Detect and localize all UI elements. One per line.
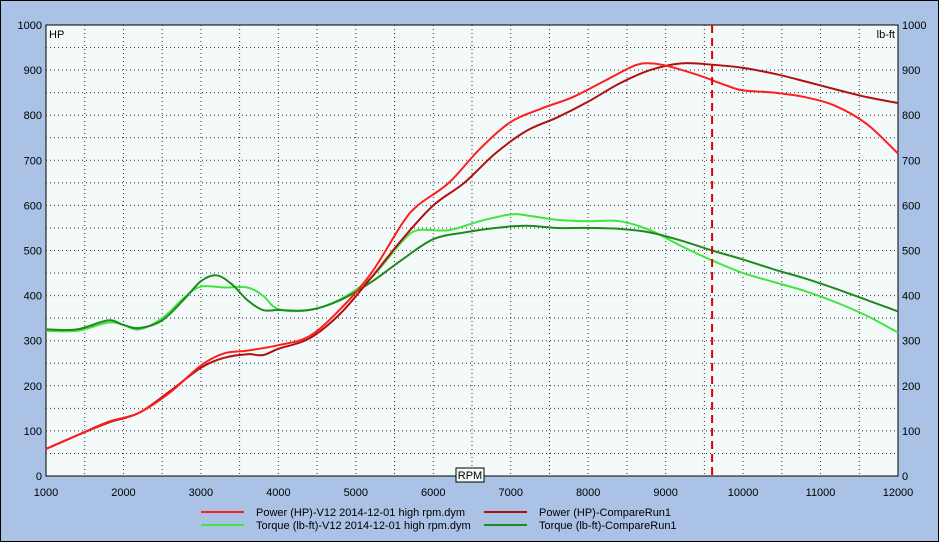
left-tick-label: 0 — [36, 471, 42, 483]
right-tick-label: 100 — [902, 426, 920, 438]
left-tick-label: 800 — [24, 110, 42, 122]
right-tick-label: 900 — [902, 65, 920, 77]
right-tick-label: 800 — [902, 110, 920, 122]
legend: Power (HP)-V12 2014-12-01 high rpm.dymTo… — [201, 507, 677, 532]
x-tick-label: 9000 — [653, 487, 677, 499]
left-tick-label: 200 — [24, 381, 42, 393]
left-tick-label: 600 — [24, 200, 42, 212]
right-tick-label: 0 — [902, 471, 908, 483]
legend-label: Torque (lb-ft)-V12 2014-12-01 high rpm.d… — [256, 520, 471, 532]
right-tick-label: 500 — [902, 246, 920, 258]
left-axis-ticks: 0 100 200 300 400 500 600 700 800 900 1000 — [18, 20, 42, 483]
x-tick-label: 2000 — [111, 487, 135, 499]
left-tick-label: 900 — [24, 65, 42, 77]
right-tick-label: 300 — [902, 336, 920, 348]
legend-label: Torque (lb-ft)-CompareRun1 — [539, 520, 677, 532]
x-tick-label: 12000 — [883, 487, 914, 499]
plot-area — [45, 24, 899, 477]
series-line-1 — [45, 62, 899, 450]
x-tick-label: 8000 — [576, 487, 600, 499]
series-layer — [45, 62, 899, 450]
x-tick-label: 3000 — [189, 487, 213, 499]
x-tick-label: 1000 — [34, 487, 58, 499]
left-tick-label: 500 — [24, 246, 42, 258]
series-line-0 — [45, 62, 899, 450]
left-tick-label: 300 — [24, 336, 42, 348]
series-line-2 — [45, 213, 899, 334]
right-tick-label: 600 — [902, 200, 920, 212]
right-tick-label: 700 — [902, 155, 920, 167]
x-tick-label: 4000 — [266, 487, 290, 499]
legend-label: Power (HP)-CompareRun1 — [539, 507, 671, 519]
x-tick-label: 7000 — [498, 487, 522, 499]
right-tick-label: 200 — [902, 381, 920, 393]
right-axis-unit: lb-ft — [877, 29, 895, 41]
x-tick-label: 11000 — [806, 487, 836, 499]
x-axis-title-box: RPM — [455, 467, 485, 483]
right-tick-label: 400 — [902, 291, 920, 303]
left-tick-label: 400 — [24, 291, 42, 303]
x-tick-label: 5000 — [344, 487, 368, 499]
x-axis-ticks: 1000 2000 3000 4000 5000 6000 7000 8000 9000 1000… — [34, 487, 914, 499]
x-tick-label: 10000 — [728, 487, 759, 499]
right-axis-ticks: 0 100 200 300 400 500 600 700 800 900 1000 — [902, 20, 926, 483]
left-tick-label: 700 — [24, 155, 42, 167]
left-axis-unit: HP — [49, 29, 64, 41]
series-line-3 — [45, 224, 899, 332]
x-axis-title: RPM — [458, 470, 482, 482]
legend-label: Power (HP)-V12 2014-12-01 high rpm.dym — [256, 507, 465, 519]
right-tick-label: 1000 — [902, 20, 926, 32]
x-tick-label: 6000 — [421, 487, 445, 499]
left-tick-label: 100 — [24, 426, 42, 438]
left-tick-label: 1000 — [18, 20, 42, 32]
